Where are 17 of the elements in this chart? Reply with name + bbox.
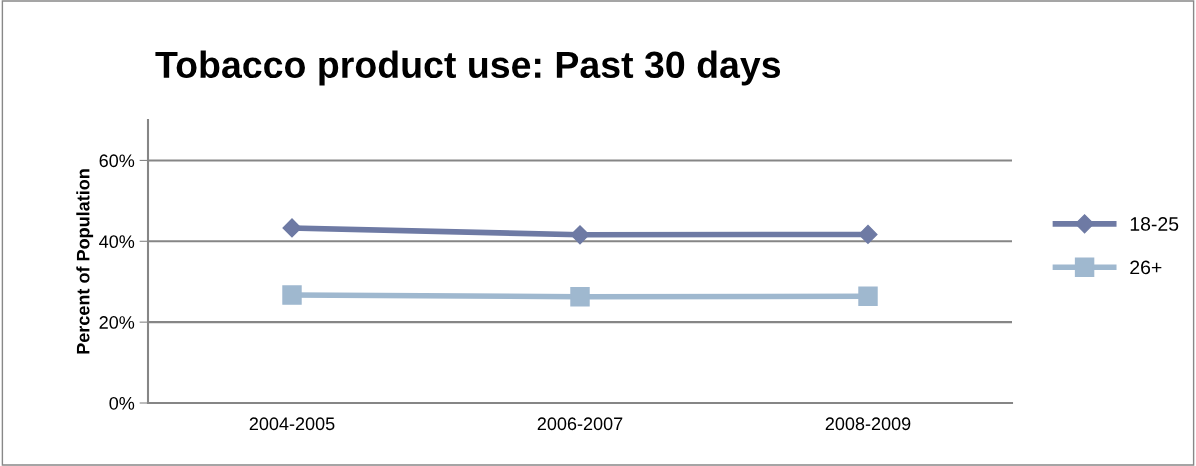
y-axis-title: Percent of Population — [76, 169, 94, 354]
legend-label: 26+ — [1130, 260, 1162, 275]
chart-title: Tobacco product use: Past 30 days — [155, 50, 781, 86]
y-tick-label: 20% — [99, 316, 135, 329]
point — [858, 286, 878, 306]
y-tick-label: 0% — [109, 396, 135, 410]
point — [282, 218, 302, 238]
y-tick-label: 40% — [99, 235, 135, 249]
x-tick-label: 2008-2009 — [825, 417, 911, 431]
point — [570, 225, 590, 245]
point — [570, 286, 590, 307]
x-tick-label: 2004-2005 — [249, 417, 335, 431]
x-tick-label: 2006-2007 — [537, 417, 623, 431]
point — [858, 224, 878, 244]
legend-label: 18-25 — [1130, 217, 1179, 231]
y-tick-label: 60% — [99, 154, 135, 168]
point — [282, 285, 302, 305]
